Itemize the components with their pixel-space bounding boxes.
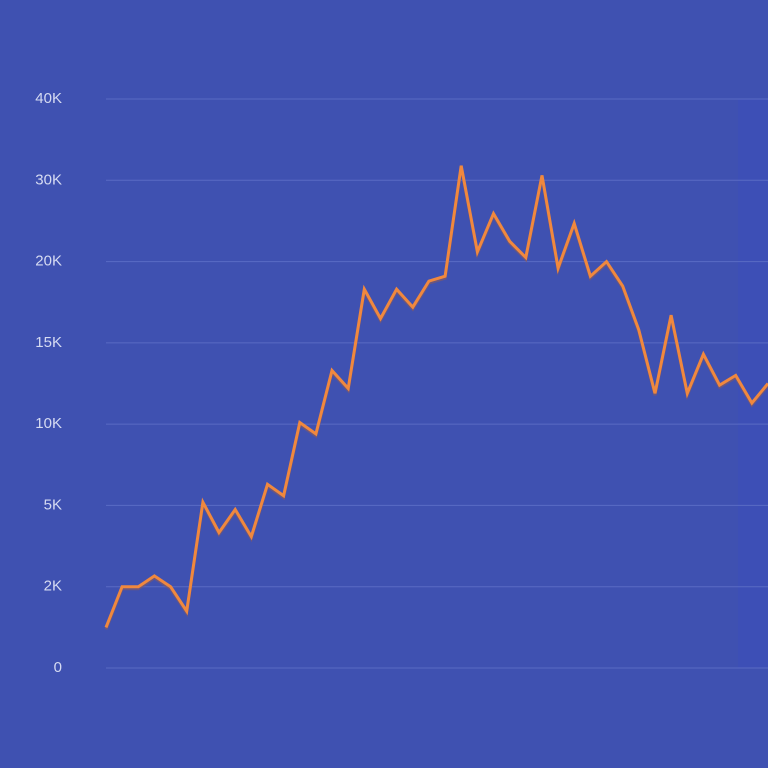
y-tick-label: 40K <box>35 90 62 107</box>
y-tick-label: 10K <box>35 415 62 432</box>
highlight-band <box>738 99 768 668</box>
line <box>104 165 768 628</box>
y-tick-label: 2K <box>44 578 62 595</box>
y-tick-label: 15K <box>35 334 62 351</box>
y-tick-label: 5K <box>44 496 62 513</box>
y-tick-label: 30K <box>35 171 62 188</box>
line-shadow <box>104 167 768 630</box>
plot <box>104 165 768 630</box>
grid: 0 2K 5K 10K 15K 20K 30K 40K <box>35 90 768 676</box>
y-tick-label: 0 <box>54 659 62 676</box>
y-tick-label: 20K <box>35 253 62 270</box>
